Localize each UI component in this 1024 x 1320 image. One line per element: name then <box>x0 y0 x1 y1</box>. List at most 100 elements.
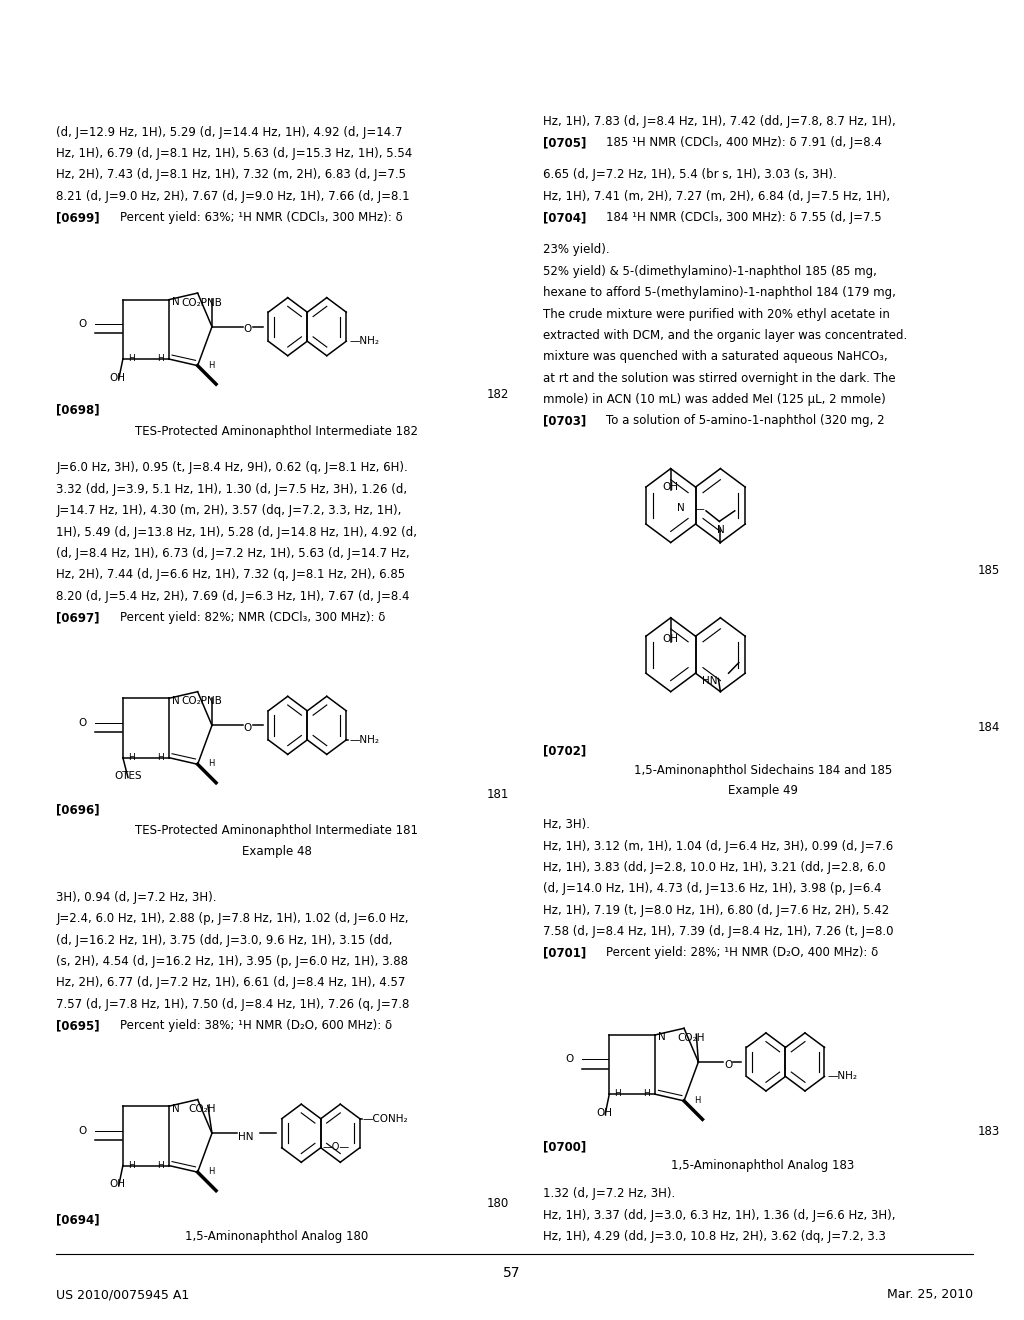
Text: [0704]: [0704] <box>543 211 586 224</box>
Text: hexane to afford 5-(methylamino)-1-naphthol 184 (179 mg,: hexane to afford 5-(methylamino)-1-napht… <box>543 286 896 300</box>
Text: 57: 57 <box>503 1266 521 1280</box>
Text: [0701]: [0701] <box>543 946 586 960</box>
Text: Percent yield: 38%; ¹H NMR (D₂O, 600 MHz): δ: Percent yield: 38%; ¹H NMR (D₂O, 600 MHz… <box>120 1019 392 1032</box>
Text: [0698]: [0698] <box>56 404 100 417</box>
Text: 8.21 (d, J=9.0 Hz, 2H), 7.67 (d, J=9.0 Hz, 1H), 7.66 (d, J=8.1: 8.21 (d, J=9.0 Hz, 2H), 7.67 (d, J=9.0 H… <box>56 190 410 203</box>
Text: OH: OH <box>596 1107 612 1118</box>
Text: CO₂H: CO₂H <box>188 1104 215 1114</box>
Text: The crude mixture were purified with 20% ethyl acetate in: The crude mixture were purified with 20%… <box>543 308 890 321</box>
Text: OH: OH <box>110 372 126 383</box>
Text: Hz, 2H), 6.77 (d, J=7.2 Hz, 1H), 6.61 (d, J=8.4 Hz, 1H), 4.57: Hz, 2H), 6.77 (d, J=7.2 Hz, 1H), 6.61 (d… <box>56 977 406 989</box>
Text: [0700]: [0700] <box>543 1140 586 1154</box>
Text: Hz, 1H), 6.79 (d, J=8.1 Hz, 1H), 5.63 (d, J=15.3 Hz, 1H), 5.54: Hz, 1H), 6.79 (d, J=8.1 Hz, 1H), 5.63 (d… <box>56 147 413 160</box>
Text: Percent yield: 63%; ¹H NMR (CDCl₃, 300 MHz): δ: Percent yield: 63%; ¹H NMR (CDCl₃, 300 M… <box>120 211 402 224</box>
Text: 183: 183 <box>978 1125 1000 1138</box>
Text: CO₂PNB: CO₂PNB <box>181 298 222 308</box>
Text: OH: OH <box>663 634 679 644</box>
Text: H: H <box>208 759 214 768</box>
Text: H: H <box>157 1160 164 1170</box>
Text: H: H <box>208 360 214 370</box>
Text: O: O <box>565 1055 573 1064</box>
Text: —O—: —O— <box>323 1142 350 1152</box>
Text: 184: 184 <box>978 721 1000 734</box>
Text: 3.32 (dd, J=3.9, 5.1 Hz, 1H), 1.30 (d, J=7.5 Hz, 3H), 1.26 (d,: 3.32 (dd, J=3.9, 5.1 Hz, 1H), 1.30 (d, J… <box>56 483 408 496</box>
Text: Hz, 1H), 7.19 (t, J=8.0 Hz, 1H), 6.80 (d, J=7.6 Hz, 2H), 5.42: Hz, 1H), 7.19 (t, J=8.0 Hz, 1H), 6.80 (d… <box>543 904 889 916</box>
Text: mixture was quenched with a saturated aqueous NaHCO₃,: mixture was quenched with a saturated aq… <box>543 350 888 363</box>
Text: 1,5-Aminonaphthol Sidechains 184 and 185: 1,5-Aminonaphthol Sidechains 184 and 185 <box>634 764 892 777</box>
Text: H: H <box>128 1160 135 1170</box>
Text: H: H <box>643 1089 650 1098</box>
Text: (d, J=8.4 Hz, 1H), 6.73 (d, J=7.2 Hz, 1H), 5.63 (d, J=14.7 Hz,: (d, J=8.4 Hz, 1H), 6.73 (d, J=7.2 Hz, 1H… <box>56 546 410 560</box>
Text: Hz, 3H).: Hz, 3H). <box>543 818 590 832</box>
Text: 181: 181 <box>486 788 509 801</box>
Text: 1,5-Aminonaphthol Analog 180: 1,5-Aminonaphthol Analog 180 <box>185 1230 368 1243</box>
Text: O: O <box>724 1060 732 1069</box>
Text: 8.20 (d, J=5.4 Hz, 2H), 7.69 (d, J=6.3 Hz, 1H), 7.67 (d, J=8.4: 8.20 (d, J=5.4 Hz, 2H), 7.69 (d, J=6.3 H… <box>56 590 410 603</box>
Text: N: N <box>677 503 684 513</box>
Text: [0697]: [0697] <box>56 611 99 624</box>
Text: TES-Protected Aminonaphthol Intermediate 182: TES-Protected Aminonaphthol Intermediate… <box>135 425 418 438</box>
Text: N: N <box>172 1104 180 1114</box>
Text: —NH₂: —NH₂ <box>349 735 379 744</box>
Text: CO₂PNB: CO₂PNB <box>181 697 222 706</box>
Text: O: O <box>79 1126 87 1135</box>
Text: N: N <box>172 696 180 706</box>
Text: 6.65 (d, J=7.2 Hz, 1H), 5.4 (br s, 1H), 3.03 (s, 3H).: 6.65 (d, J=7.2 Hz, 1H), 5.4 (br s, 1H), … <box>543 169 837 181</box>
Text: 1H), 5.49 (d, J=13.8 Hz, 1H), 5.28 (d, J=14.8 Hz, 1H), 4.92 (d,: 1H), 5.49 (d, J=13.8 Hz, 1H), 5.28 (d, J… <box>56 525 418 539</box>
Text: J=6.0 Hz, 3H), 0.95 (t, J=8.4 Hz, 9H), 0.62 (q, J=8.1 Hz, 6H).: J=6.0 Hz, 3H), 0.95 (t, J=8.4 Hz, 9H), 0… <box>56 462 409 474</box>
Text: OH: OH <box>663 482 679 492</box>
Text: HN: HN <box>702 676 718 686</box>
Text: Hz, 1H), 3.37 (dd, J=3.0, 6.3 Hz, 1H), 1.36 (d, J=6.6 Hz, 3H),: Hz, 1H), 3.37 (dd, J=3.0, 6.3 Hz, 1H), 1… <box>543 1209 895 1222</box>
Text: Hz, 2H), 7.43 (d, J=8.1 Hz, 1H), 7.32 (m, 2H), 6.83 (d, J=7.5: Hz, 2H), 7.43 (d, J=8.1 Hz, 1H), 7.32 (m… <box>56 169 407 181</box>
Text: 184 ¹H NMR (CDCl₃, 300 MHz): δ 7.55 (d, J=7.5: 184 ¹H NMR (CDCl₃, 300 MHz): δ 7.55 (d, … <box>606 211 882 224</box>
Text: [0703]: [0703] <box>543 414 586 428</box>
Text: Hz, 1H), 4.29 (dd, J=3.0, 10.8 Hz, 2H), 3.62 (dq, J=7.2, 3.3: Hz, 1H), 4.29 (dd, J=3.0, 10.8 Hz, 2H), … <box>543 1230 886 1243</box>
Text: —CONH₂: —CONH₂ <box>362 1114 409 1123</box>
Text: 1,5-Aminonaphthol Analog 183: 1,5-Aminonaphthol Analog 183 <box>672 1159 854 1172</box>
Text: [0696]: [0696] <box>56 804 100 817</box>
Text: 185: 185 <box>978 564 1000 577</box>
Text: N: N <box>717 525 724 536</box>
Text: H: H <box>208 1167 214 1176</box>
Text: H: H <box>128 752 135 762</box>
Text: H: H <box>157 752 164 762</box>
Text: Hz, 1H), 7.83 (d, J=8.4 Hz, 1H), 7.42 (dd, J=7.8, 8.7 Hz, 1H),: Hz, 1H), 7.83 (d, J=8.4 Hz, 1H), 7.42 (d… <box>543 115 895 128</box>
Text: 185 ¹H NMR (CDCl₃, 400 MHz): δ 7.91 (d, J=8.4: 185 ¹H NMR (CDCl₃, 400 MHz): δ 7.91 (d, … <box>606 136 882 149</box>
Text: O: O <box>244 723 252 733</box>
Text: TES-Protected Aminonaphthol Intermediate 181: TES-Protected Aminonaphthol Intermediate… <box>135 824 418 837</box>
Text: N: N <box>658 1032 667 1043</box>
Text: [0694]: [0694] <box>56 1213 100 1226</box>
Text: Example 48: Example 48 <box>242 845 311 858</box>
Text: OH: OH <box>110 1179 126 1189</box>
Text: 23% yield).: 23% yield). <box>543 243 609 256</box>
Text: O: O <box>244 325 252 334</box>
Text: [0702]: [0702] <box>543 744 586 758</box>
Text: To a solution of 5-amino-1-naphthol (320 mg, 2: To a solution of 5-amino-1-naphthol (320… <box>606 414 885 428</box>
Text: —NH₂: —NH₂ <box>349 337 379 346</box>
Text: O: O <box>79 319 87 329</box>
Text: Hz, 1H), 3.83 (dd, J=2.8, 10.0 Hz, 1H), 3.21 (dd, J=2.8, 6.0: Hz, 1H), 3.83 (dd, J=2.8, 10.0 Hz, 1H), … <box>543 861 886 874</box>
Text: mmole) in ACN (10 mL) was added MeI (125 μL, 2 mmole): mmole) in ACN (10 mL) was added MeI (125… <box>543 393 886 407</box>
Text: Percent yield: 28%; ¹H NMR (D₂O, 400 MHz): δ: Percent yield: 28%; ¹H NMR (D₂O, 400 MHz… <box>606 946 879 960</box>
Text: N: N <box>172 297 180 308</box>
Text: H: H <box>157 354 164 363</box>
Text: 3H), 0.94 (d, J=7.2 Hz, 3H).: 3H), 0.94 (d, J=7.2 Hz, 3H). <box>56 891 217 904</box>
Text: [0695]: [0695] <box>56 1019 100 1032</box>
Text: Hz, 1H), 3.12 (m, 1H), 1.04 (d, J=6.4 Hz, 3H), 0.99 (d, J=7.6: Hz, 1H), 3.12 (m, 1H), 1.04 (d, J=6.4 Hz… <box>543 840 893 853</box>
Text: 52% yield) & 5-(dimethylamino)-1-naphthol 185 (85 mg,: 52% yield) & 5-(dimethylamino)-1-naphtho… <box>543 265 877 277</box>
Text: H: H <box>694 1096 700 1105</box>
Text: [0699]: [0699] <box>56 211 100 224</box>
Text: US 2010/0075945 A1: US 2010/0075945 A1 <box>56 1288 189 1302</box>
Text: (d, J=16.2 Hz, 1H), 3.75 (dd, J=3.0, 9.6 Hz, 1H), 3.15 (dd,: (d, J=16.2 Hz, 1H), 3.75 (dd, J=3.0, 9.6… <box>56 933 392 946</box>
Text: Example 49: Example 49 <box>728 784 798 797</box>
Text: 182: 182 <box>486 388 509 401</box>
Text: J=2.4, 6.0 Hz, 1H), 2.88 (p, J=7.8 Hz, 1H), 1.02 (d, J=6.0 Hz,: J=2.4, 6.0 Hz, 1H), 2.88 (p, J=7.8 Hz, 1… <box>56 912 409 925</box>
Text: O: O <box>79 718 87 727</box>
Text: H: H <box>128 354 135 363</box>
Text: Mar. 25, 2010: Mar. 25, 2010 <box>887 1288 973 1302</box>
Text: OTES: OTES <box>115 771 141 781</box>
Text: J=14.7 Hz, 1H), 4.30 (m, 2H), 3.57 (dq, J=7.2, 3.3, Hz, 1H),: J=14.7 Hz, 1H), 4.30 (m, 2H), 3.57 (dq, … <box>56 504 401 517</box>
Text: [0705]: [0705] <box>543 136 586 149</box>
Text: 7.58 (d, J=8.4 Hz, 1H), 7.39 (d, J=8.4 Hz, 1H), 7.26 (t, J=8.0: 7.58 (d, J=8.4 Hz, 1H), 7.39 (d, J=8.4 H… <box>543 925 893 939</box>
Text: CO₂H: CO₂H <box>678 1032 705 1043</box>
